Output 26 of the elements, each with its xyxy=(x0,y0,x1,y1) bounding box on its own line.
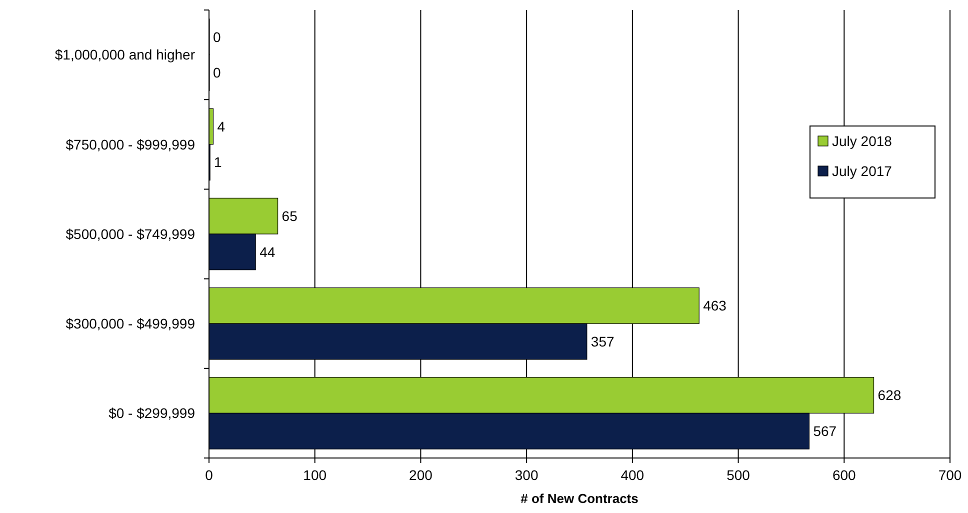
x-tick-label: 200 xyxy=(409,467,433,483)
x-tick-label: 100 xyxy=(303,467,327,483)
data-label: 357 xyxy=(590,333,614,350)
data-label: 1 xyxy=(214,154,222,170)
data-label: 567 xyxy=(813,423,837,440)
data-label: 44 xyxy=(260,244,276,260)
legend-label: July 2017 xyxy=(832,162,892,179)
y-tick-label: $0 - $299,999 xyxy=(108,405,196,422)
y-tick-label: $500,000 - $749,999 xyxy=(66,226,196,242)
x-tick-label: 0 xyxy=(205,467,214,483)
y-tick-label: $300,000 - $499,999 xyxy=(66,316,196,332)
data-label: 65 xyxy=(282,208,298,224)
x-tick-label: 500 xyxy=(726,467,750,483)
data-label: 4 xyxy=(217,118,226,134)
x-tick-label: 700 xyxy=(938,467,962,483)
x-axis-title: # of New Contracts xyxy=(520,491,638,506)
data-label: 628 xyxy=(878,387,902,404)
y-tick-label: $750,000 - $999,999 xyxy=(66,136,196,152)
x-tick-label: 300 xyxy=(514,467,538,483)
x-tick-label: 600 xyxy=(832,467,856,483)
y-tick-label: $1,000,000 and higher xyxy=(54,46,196,63)
x-tick-label: 400 xyxy=(620,467,644,483)
legend-label: July 2018 xyxy=(832,132,892,149)
data-label: 0 xyxy=(213,28,221,45)
data-label: 0 xyxy=(213,64,221,81)
data-label: 463 xyxy=(703,298,727,314)
